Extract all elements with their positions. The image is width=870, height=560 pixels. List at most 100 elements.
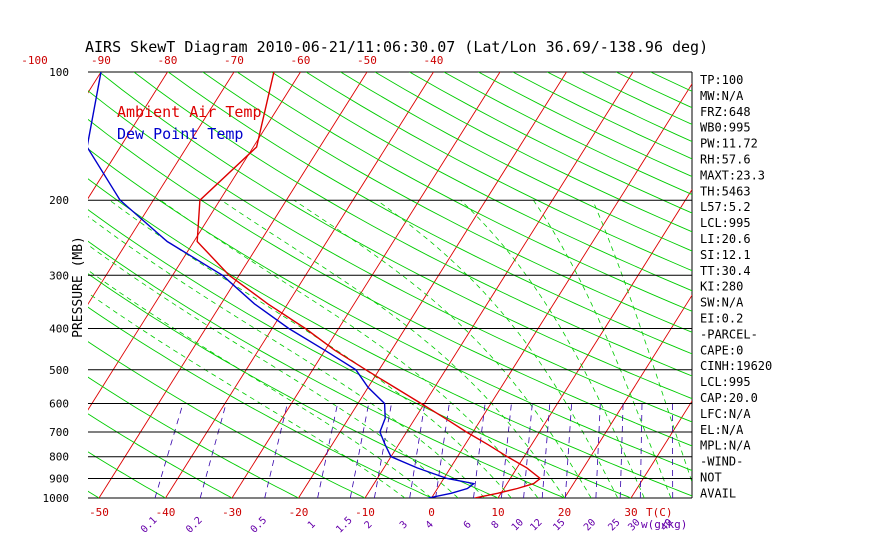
index-value: MPL:N/A bbox=[700, 439, 751, 453]
mixing-ratio-label: 10 bbox=[510, 517, 526, 533]
dry-adiabat-line bbox=[236, 72, 692, 312]
mixing-ratio-line bbox=[349, 403, 370, 498]
dry-adiabat-line bbox=[650, 72, 692, 92]
moist-adiabat-line bbox=[592, 200, 692, 484]
dry-adiabat-line bbox=[88, 451, 166, 498]
mixing-unit: w(g/kg) bbox=[641, 518, 687, 531]
bottom-temp-tick-label: 20 bbox=[558, 506, 571, 519]
mixing-ratio-line bbox=[264, 403, 288, 498]
isotherm-line bbox=[630, 400, 692, 498]
isotherm-line bbox=[0, 72, 34, 498]
index-value: WB0:995 bbox=[700, 121, 751, 135]
index-value: LI:20.6 bbox=[700, 232, 751, 246]
isotherm-line bbox=[88, 72, 168, 200]
top-temp-unit: T(C) bbox=[646, 506, 673, 519]
top-temp-tick-label: -90 bbox=[91, 54, 111, 67]
index-value: SI:12.1 bbox=[700, 248, 751, 262]
isotherm-line bbox=[88, 72, 235, 305]
mixing-ratio-line bbox=[619, 403, 624, 498]
dry-adiabat-line bbox=[202, 72, 692, 333]
mixing-ratio-label: 1 bbox=[306, 519, 318, 531]
isotherm-line bbox=[88, 72, 301, 411]
mixing-ratio-label: 6 bbox=[462, 519, 474, 531]
legend-entry: Dew Point Temp bbox=[117, 125, 243, 143]
mixing-ratio-line bbox=[523, 403, 533, 498]
index-value: CINH:19620 bbox=[700, 359, 772, 373]
index-value: EL:N/A bbox=[700, 423, 744, 437]
index-value: NOT bbox=[700, 471, 722, 485]
bottom-temp-tick-label: -50 bbox=[89, 506, 109, 519]
dry-adiabat-line bbox=[88, 306, 432, 498]
bottom-temp-tick-label: 0 bbox=[428, 506, 435, 519]
bottom-temp-tick-label: -40 bbox=[156, 506, 176, 519]
mixing-ratio-line bbox=[473, 403, 486, 498]
temperature-profile bbox=[196, 72, 542, 498]
dewpoint-profile bbox=[88, 72, 476, 498]
pressure-tick-label: 300 bbox=[49, 269, 69, 282]
mixing-ratio-label: 0.5 bbox=[249, 515, 270, 536]
index-value: MAXT:23.3 bbox=[700, 168, 765, 182]
dry-adiabat-line bbox=[99, 72, 692, 400]
mixing-ratio-label: 8 bbox=[490, 519, 502, 531]
index-value: LCL:995 bbox=[700, 216, 751, 230]
dry-adiabat-line bbox=[168, 72, 692, 355]
dry-adiabat-line bbox=[478, 72, 692, 177]
dry-adiabat-line bbox=[133, 72, 692, 377]
isotherm-line bbox=[364, 72, 634, 498]
index-value: CAPE:0 bbox=[700, 343, 743, 357]
moist-adiabat-line bbox=[160, 199, 539, 498]
bottom-temp-tick-label: 10 bbox=[491, 506, 504, 519]
moist-adiabat-line bbox=[88, 244, 459, 498]
index-value: CAP:20.0 bbox=[700, 391, 758, 405]
mixing-ratio-line bbox=[541, 403, 551, 498]
bottom-temp-tick-label: 30 bbox=[624, 506, 637, 519]
index-value: TP:100 bbox=[700, 73, 743, 87]
dry-adiabat-line bbox=[305, 72, 692, 272]
index-value: TH:5463 bbox=[700, 184, 751, 198]
dry-adiabat-line bbox=[88, 413, 233, 498]
top-temp-tick-label: -70 bbox=[224, 54, 244, 67]
isotherm-line bbox=[564, 294, 692, 498]
index-value: LCL:995 bbox=[700, 375, 751, 389]
dry-adiabat-line bbox=[88, 341, 366, 498]
pressure-tick-label: 700 bbox=[49, 426, 69, 439]
index-value: -WIND- bbox=[700, 455, 743, 469]
index-value: SW:N/A bbox=[700, 296, 744, 310]
mixing-ratio-line bbox=[595, 403, 601, 498]
chart-title: AIRS SkewT Diagram 2010-06-21/11:06:30.0… bbox=[85, 38, 708, 56]
dry-adiabat-line bbox=[409, 72, 692, 214]
dry-adiabat-line bbox=[88, 178, 692, 497]
mixing-ratio-line bbox=[501, 403, 512, 498]
isotherm-line bbox=[298, 72, 567, 498]
dry-adiabat-line bbox=[88, 148, 692, 472]
dry-adiabat-line bbox=[88, 90, 692, 423]
dry-adiabat-line bbox=[88, 273, 499, 498]
index-value: AVAIL bbox=[700, 486, 736, 500]
dry-adiabat-line bbox=[374, 72, 692, 233]
top-temp-tick-label: -80 bbox=[158, 54, 178, 67]
top-temp-tick-label: -50 bbox=[357, 54, 377, 67]
isotherm-line bbox=[764, 72, 870, 498]
mixing-ratio-label: 0.2 bbox=[184, 515, 205, 536]
index-value: TT:30.4 bbox=[700, 264, 751, 278]
bottom-temp-tick-label: -10 bbox=[355, 506, 375, 519]
mixing-ratio-line bbox=[639, 403, 643, 498]
pressure-tick-label: 200 bbox=[49, 194, 69, 207]
mixing-ratio-label: 3 bbox=[398, 519, 410, 531]
mixing-ratio-line bbox=[154, 403, 184, 498]
isotherm-line bbox=[231, 72, 501, 498]
mixing-ratio-line bbox=[317, 403, 338, 498]
bottom-temp-tick-label: -20 bbox=[289, 506, 309, 519]
index-value: -PARCEL- bbox=[700, 327, 758, 341]
pressure-tick-label: 900 bbox=[49, 473, 69, 486]
mixing-ratio-label: 1.5 bbox=[334, 515, 355, 536]
bottom-temp-tick-label: -30 bbox=[222, 506, 242, 519]
pressure-tick-label: 400 bbox=[49, 322, 69, 335]
pressure-tick-label: 800 bbox=[49, 451, 69, 464]
pressure-tick-label: 1000 bbox=[43, 492, 70, 505]
moist-adiabat-line bbox=[533, 199, 672, 498]
dry-adiabat-line bbox=[340, 72, 692, 252]
moist-adiabat-line bbox=[376, 199, 619, 498]
pressure-tick-label: 600 bbox=[49, 397, 69, 410]
